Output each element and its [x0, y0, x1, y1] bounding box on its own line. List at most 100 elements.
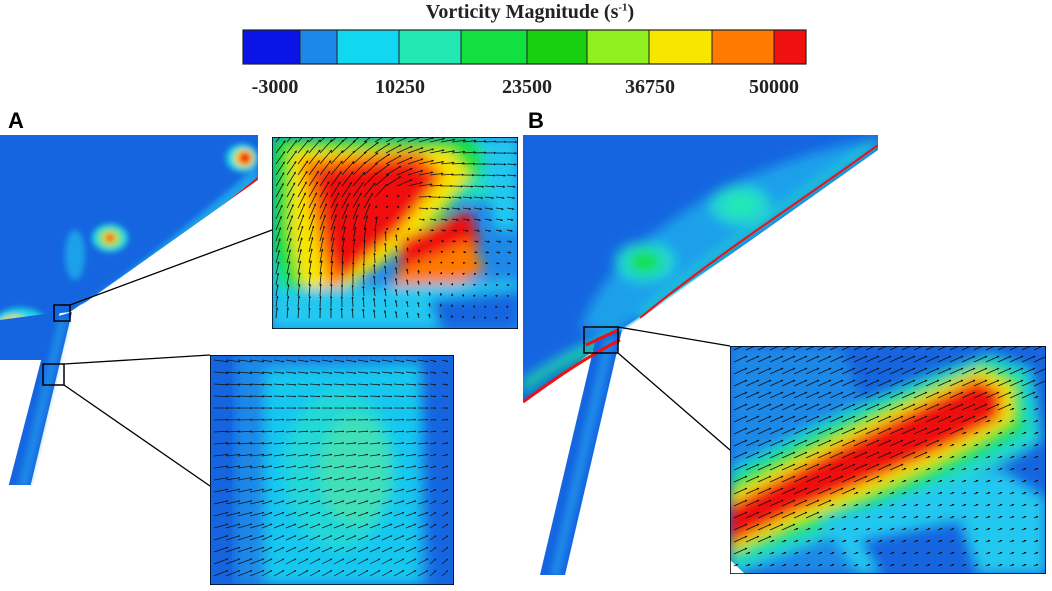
vector-arrow	[793, 367, 808, 375]
vector-arrow	[383, 254, 387, 264]
vector-arrow	[321, 430, 333, 433]
vector-arrow	[383, 265, 387, 275]
vector-arrow	[309, 453, 321, 457]
vector-arrow	[330, 271, 333, 286]
vector-arrow	[407, 158, 424, 165]
vector-arrow	[829, 379, 844, 387]
vector-arrow	[393, 500, 405, 505]
vector-arrow	[273, 512, 285, 517]
vector-arrow	[225, 570, 241, 577]
vector-arrow	[484, 218, 493, 222]
vector-arrow	[285, 465, 297, 469]
vector-arrow	[308, 295, 311, 308]
vector-arrow	[733, 415, 748, 423]
vector-arrow	[418, 148, 435, 154]
vector-arrow	[985, 527, 991, 531]
vector-arrow	[393, 488, 405, 493]
vector-arrow	[297, 192, 306, 209]
vector-arrow	[484, 207, 494, 211]
vector-arrow	[345, 359, 357, 363]
vector-arrow	[973, 539, 979, 543]
vector-arrow	[381, 488, 393, 493]
colorbar	[242, 29, 807, 65]
vector-arrow	[506, 196, 516, 200]
vector-arrow	[805, 355, 820, 363]
vector-arrow	[949, 479, 955, 483]
vector-arrow	[973, 503, 979, 507]
vector-arrow	[213, 535, 229, 541]
vector-arrow	[769, 391, 784, 399]
vector-arrow	[261, 512, 273, 517]
vector-arrow	[805, 527, 811, 531]
vector-arrow	[261, 477, 273, 481]
vector-arrow	[308, 149, 321, 165]
vector-arrow	[817, 527, 823, 531]
vector-arrow	[417, 430, 429, 433]
vector-arrow	[374, 143, 391, 154]
vector-arrow	[345, 546, 357, 553]
vector-arrow	[405, 546, 417, 553]
vector-arrow	[428, 291, 431, 297]
vector-arrow	[275, 215, 282, 231]
vector-arrow	[889, 403, 904, 411]
vector-arrow	[925, 415, 940, 423]
vector-arrow	[417, 301, 420, 308]
vector-arrow	[781, 439, 796, 447]
vector-arrow	[369, 465, 381, 469]
vector-arrow	[429, 383, 437, 386]
vector-arrow	[1021, 467, 1027, 471]
vector-arrow	[973, 403, 988, 411]
vector-arrow	[319, 181, 330, 198]
vector-arrow	[273, 383, 285, 386]
vector-arrow	[405, 535, 417, 541]
vector-arrow	[396, 216, 400, 220]
vector-arrow	[973, 527, 979, 531]
vector-arrow	[865, 346, 880, 351]
vector-arrow	[393, 453, 405, 457]
vector-arrow	[345, 453, 357, 457]
colorbar-tick-2: 10250	[375, 76, 425, 98]
vector-arrow	[451, 196, 462, 199]
vector-arrow	[273, 570, 285, 577]
vector-arrow	[319, 271, 323, 286]
vector-arrow	[381, 359, 393, 363]
vector-arrow	[506, 218, 514, 222]
vector-arrow	[757, 475, 772, 483]
vector-arrow	[901, 467, 907, 471]
vector-arrow	[472, 305, 475, 308]
vector-arrow	[341, 226, 347, 242]
vector-arrow	[805, 487, 820, 495]
vector-arrow	[439, 314, 442, 319]
vector-arrow	[913, 355, 928, 363]
vector-arrow	[949, 491, 955, 495]
vector-arrow	[362, 274, 365, 286]
vector-arrow	[441, 430, 449, 433]
vector-arrow	[429, 523, 437, 529]
vector-arrow	[865, 439, 880, 447]
vector-arrow	[757, 415, 772, 423]
vector-arrow	[829, 539, 835, 543]
vector-arrow	[275, 307, 279, 319]
vector-arrow	[913, 403, 928, 411]
vector-arrow	[357, 383, 369, 386]
vector-arrow	[462, 218, 470, 222]
vector-arrow	[793, 511, 808, 519]
vector-arrow	[374, 205, 378, 209]
vector-arrow	[769, 539, 775, 543]
panel-a-field	[0, 135, 258, 485]
vector-arrow	[805, 451, 820, 459]
vector-arrow	[308, 170, 319, 187]
vector-arrow	[961, 551, 967, 555]
colorbar-frame	[242, 29, 807, 65]
vector-arrow	[889, 515, 895, 519]
vector-arrow	[374, 174, 390, 187]
vector-arrow	[213, 570, 229, 577]
vector-arrow	[273, 477, 285, 481]
vector-arrow	[793, 499, 808, 507]
vector-arrow	[297, 546, 309, 553]
vector-arrow	[406, 289, 409, 297]
vector-arrow	[407, 216, 411, 220]
vector-arrow	[369, 430, 381, 433]
vector-arrow	[309, 488, 321, 493]
vector-arrow	[319, 139, 333, 154]
